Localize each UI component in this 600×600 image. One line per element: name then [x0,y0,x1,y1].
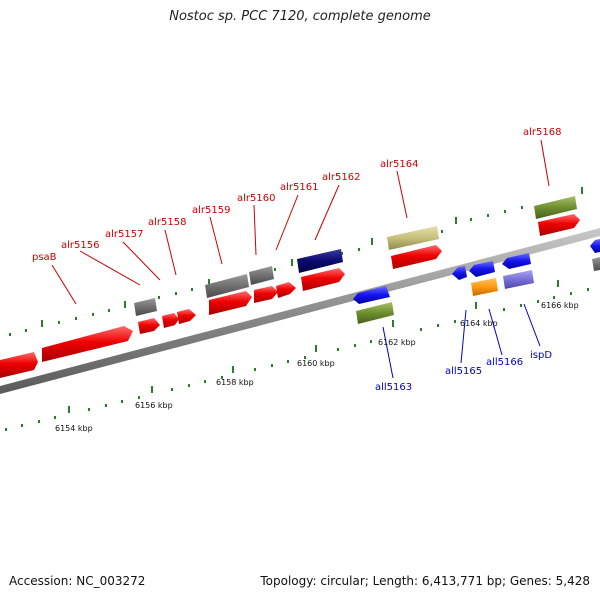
genome-summary-text: Topology: circular; Length: 6,413,771 bp… [260,574,590,588]
gene-label[interactable]: alr5162 [322,172,360,183]
scale-label: 6156 kbp [135,401,173,410]
gene-feature[interactable] [162,313,179,328]
scale-label: 6158 kbp [216,378,254,387]
gene-label[interactable]: alr5156 [61,240,99,251]
gray-feature[interactable] [205,274,249,298]
gene-label[interactable]: alr5168 [523,127,561,138]
upper-tick-row [9,187,583,336]
navy-feature[interactable] [297,249,343,273]
gene-label[interactable]: alr5157 [105,229,143,240]
forward-strand-features [0,196,580,378]
gene-feature[interactable] [0,352,38,378]
forward-label-lines [51,139,550,305]
gene-label[interactable]: alr5161 [280,182,318,193]
gene-label[interactable]: all5163 [375,382,412,393]
gene-feature[interactable] [42,326,133,362]
scale-label: 6164 kbp [460,319,498,328]
gene-label[interactable]: all5166 [486,357,523,368]
scale-label: 6162 kbp [378,338,416,347]
gene-label[interactable]: alr5158 [148,217,186,228]
scale-label: 6166 kbp [541,301,579,310]
genome-backbone [0,228,600,394]
gene-label[interactable]: alr5164 [380,159,418,170]
scale-label: 6160 kbp [297,359,335,368]
gene-feature[interactable] [301,268,345,291]
gene-label[interactable]: psaB [32,252,57,263]
scale-label: 6154 kbp [55,424,93,433]
gray-feature[interactable] [134,298,157,316]
reverse-strand-features [353,239,600,324]
reverse-label-lines [382,303,541,379]
khaki-feature[interactable] [387,226,439,250]
gene-label[interactable]: alr5160 [237,193,275,204]
gene-feature[interactable] [452,266,467,280]
gene-feature[interactable] [538,214,580,236]
lavender-feature[interactable] [503,270,534,289]
lower-tick-row [5,280,589,431]
gene-feature[interactable] [138,318,160,334]
olive-feature[interactable] [356,302,394,324]
scale-labels: 6154 kbp 6156 kbp 6158 kbp 6160 kbp 6162… [55,301,579,433]
gene-feature[interactable] [469,261,495,277]
gene-feature[interactable] [391,245,442,269]
gray-feature[interactable] [249,266,274,285]
gene-label[interactable]: alr5159 [192,205,230,216]
gray-feature[interactable] [592,257,600,271]
olive-feature[interactable] [534,196,577,219]
orange-feature[interactable] [471,278,498,296]
gene-label[interactable]: ispD [530,350,552,361]
gene-feature[interactable] [502,253,531,269]
forward-labels: psaB alr5156 alr5157 alr5158 alr5159 alr… [32,127,561,263]
gene-label[interactable]: all5165 [445,366,482,377]
map-title: Nostoc sp. PCC 7120, complete genome [169,9,431,24]
gene-feature[interactable] [353,286,390,304]
gene-feature[interactable] [254,286,278,303]
gene-feature[interactable] [209,291,252,315]
accession-text: Accession: NC_003272 [9,574,146,588]
gene-feature[interactable] [177,309,196,324]
gene-feature[interactable] [590,239,600,253]
reverse-labels: all5163 all5165 all5166 ispD [375,350,552,393]
gene-feature[interactable] [276,282,296,298]
